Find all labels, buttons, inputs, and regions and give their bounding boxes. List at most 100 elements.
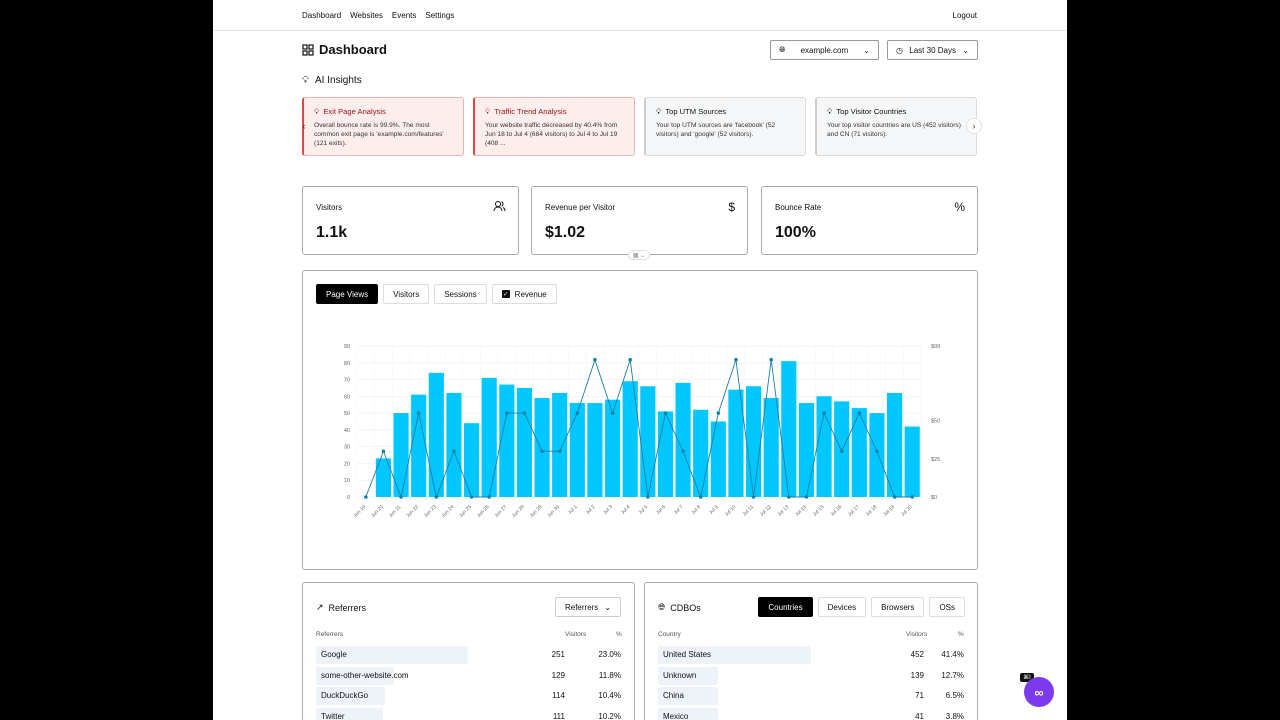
bar — [375, 458, 392, 497]
table-row[interactable]: China 71 6.5% — [658, 686, 964, 707]
chevron-right-icon[interactable]: › — [966, 118, 982, 134]
revenue-point — [487, 495, 491, 499]
revenue-point — [452, 449, 456, 454]
nav-settings[interactable]: Settings — [425, 11, 455, 20]
dashboard-icon — [302, 43, 314, 56]
bar — [834, 401, 850, 497]
revenue-point — [716, 411, 721, 415]
y-tick-label: 90 — [344, 344, 350, 350]
insight-card-visitor-countries[interactable]: 💡︎ Top Visitor Countries Your top visitor… — [815, 97, 977, 156]
stat-value: 100% — [775, 224, 816, 241]
row-label: Twitter — [321, 711, 345, 720]
panel-title: Referrers — [328, 602, 367, 613]
table-row[interactable]: Twitter 111 10.2% — [316, 707, 621, 720]
row-label: Google — [321, 650, 347, 659]
page-header: Dashboard 🌐︎ example.com ⌄ ◷ Last 30 Day… — [302, 40, 978, 62]
revenue-point — [910, 495, 914, 499]
bar — [710, 421, 726, 497]
bar — [587, 403, 603, 497]
revenue-point — [734, 357, 738, 362]
insight-card-traffic-trend[interactable]: 💡︎ Traffic Trend Analysis Your website tr… — [473, 97, 635, 156]
tab-countries[interactable]: Countries — [758, 597, 813, 617]
x-tick-label: Jul 15 — [812, 504, 826, 518]
website-select[interactable]: 🌐︎ example.com ⌄ — [770, 40, 879, 60]
insight-card-title: Exit Page Analysis — [323, 107, 386, 116]
x-tick-label: Jul 6 — [655, 504, 667, 516]
table-row[interactable]: DuckDuckGo 114 10.4% — [316, 686, 621, 707]
revenue-point — [522, 411, 527, 415]
y-tick-label: 40 — [344, 428, 350, 434]
bar — [534, 398, 550, 497]
insight-cards: 💡︎ Exit Page Analysis Overall bounce rate… — [302, 97, 982, 157]
shortcut-badge: ⌘I — [1020, 673, 1034, 682]
row-visitors: 139 — [910, 670, 924, 680]
row-visitors: 452 — [910, 650, 924, 659]
revenue-point — [610, 411, 615, 415]
tab-oss[interactable]: OSs — [929, 597, 965, 617]
stat-label: Visitors — [316, 203, 343, 212]
bar — [728, 389, 744, 497]
nav-websites[interactable]: Websites — [350, 11, 383, 20]
tab-sessions[interactable]: Sessions — [434, 284, 487, 304]
chevron-down-icon: ⌄ — [863, 45, 870, 55]
external-link-icon: ↗ — [316, 602, 324, 612]
bar — [499, 384, 515, 497]
revenue-point — [469, 495, 474, 499]
revenue-point — [857, 411, 862, 415]
tab-devices[interactable]: Devices — [817, 597, 867, 617]
panel-title: CDBOs — [670, 602, 701, 613]
revenue-point — [575, 411, 580, 415]
row-percent: 12.7% — [941, 670, 964, 680]
table-row[interactable]: United States 452 41.4% — [658, 645, 964, 666]
revenue-point — [663, 411, 668, 415]
tab-revenue[interactable]: ✓ Revenue — [491, 284, 557, 304]
column-header: Visitors — [906, 631, 928, 638]
bar — [675, 382, 691, 497]
logout-link[interactable]: Logout — [952, 11, 977, 20]
globe-icon: 🌐︎ — [779, 45, 786, 54]
x-tick-label: Jul 14 — [794, 504, 808, 518]
app-window: Dashboard Websites Events Settings Logou… — [213, 0, 1067, 720]
table-row[interactable]: Mexico 41 3.8% — [658, 707, 964, 720]
x-tick-label: Jul 8 — [690, 504, 702, 516]
x-tick-label: Jul 13 — [777, 504, 791, 518]
tab-page-views[interactable]: Page Views — [316, 284, 379, 304]
nav-events[interactable]: Events — [391, 11, 417, 20]
bar — [411, 394, 427, 497]
tab-visitors[interactable]: Visitors — [383, 284, 430, 304]
table-row[interactable]: some-other-website.com 129 11.8% — [316, 666, 621, 687]
assistant-button[interactable]: ∞ — [1024, 677, 1054, 707]
date-range-select[interactable]: ◷ Last 30 Days ⌄ — [887, 40, 978, 60]
revenue-point — [822, 411, 826, 415]
table-row[interactable]: Google 251 23.0% — [316, 645, 621, 666]
revenue-point — [593, 357, 597, 362]
chevron-left-icon[interactable]: ‹ — [302, 121, 306, 131]
collapse-toggle[interactable]: ▦ ⌄ — [628, 250, 650, 260]
insight-card-body: Your top UTM sources are 'facebook' (52 … — [656, 122, 776, 139]
share-bar — [658, 646, 812, 664]
x-tick-label: Jul 12 — [759, 504, 773, 518]
x-tick-label: Jun 23 — [423, 504, 438, 519]
referrers-dropdown[interactable]: Referrers ⌄ — [555, 597, 621, 617]
ai-insights-label: AI Insights — [315, 75, 362, 86]
tab-browsers[interactable]: Browsers — [871, 597, 925, 617]
checkbox-checked-icon[interactable]: ✓ — [501, 290, 510, 298]
row-visitors: 129 — [551, 670, 565, 680]
nav-dashboard[interactable]: Dashboard — [302, 11, 342, 20]
table-row[interactable]: Unknown 139 12.7% — [658, 666, 964, 687]
insight-card-title: Top Visitor Countries — [836, 107, 907, 116]
bar — [781, 361, 797, 497]
row-label: DuckDuckGo — [321, 691, 369, 700]
y-tick-label: 70 — [344, 378, 350, 384]
y-tick-label: 80 — [344, 361, 350, 367]
bar — [463, 423, 480, 497]
insight-card-utm-sources[interactable]: 💡︎ Top UTM Sources Your top UTM sources a… — [644, 97, 806, 156]
column-header: Country — [658, 631, 681, 638]
revenue-point — [364, 495, 368, 499]
x-tick-label: Jun 26 — [476, 504, 491, 519]
revenue-point — [839, 449, 844, 454]
stat-bounce-rate: Bounce Rate 100% % — [761, 186, 978, 255]
insight-card-exit-page[interactable]: 💡︎ Exit Page Analysis Overall bounce rate… — [302, 97, 464, 156]
bar — [481, 377, 497, 497]
